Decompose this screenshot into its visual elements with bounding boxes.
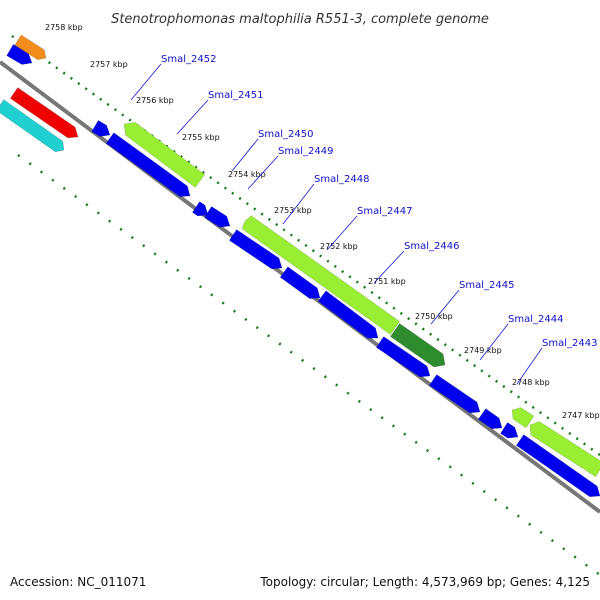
forward-gene-arrow xyxy=(241,215,400,335)
gene-label-leader xyxy=(326,215,358,251)
tick-label: 2757 kbp xyxy=(90,60,128,69)
gene-label-leader xyxy=(247,155,279,190)
reverse-gene-arrow xyxy=(279,266,321,299)
gene-label: Smal_2447 xyxy=(357,206,412,217)
tick-label: 2749 kbp xyxy=(464,346,502,355)
forward-gene-arrow xyxy=(511,407,535,429)
gene-label: Smal_2452 xyxy=(161,54,216,65)
reverse-gene-arrow xyxy=(317,290,379,339)
tick-label: 2751 kbp xyxy=(368,277,406,286)
orange-feature-arrow xyxy=(14,34,47,61)
red-feature-arrow xyxy=(9,87,79,139)
reverse-gene-arrow xyxy=(204,206,231,228)
accession-text: Accession: NC_011071 xyxy=(10,575,146,589)
tick-label: 2752 kbp xyxy=(320,242,358,251)
tick-label: 2747 kbp xyxy=(562,411,600,420)
reverse-gene-arrow xyxy=(6,44,33,65)
tick-label: 2753 kbp xyxy=(274,206,312,215)
forward-gene-arrow xyxy=(123,122,206,188)
gene-label: Smal_2446 xyxy=(404,241,459,252)
reverse-gene-arrow xyxy=(105,132,191,197)
tick-label: 2750 kbp xyxy=(415,312,453,321)
reverse-gene-arrow xyxy=(428,374,481,414)
gene-label-leader xyxy=(430,289,460,325)
gene-label: Smal_2444 xyxy=(508,314,563,325)
gene-label: Smal_2443 xyxy=(542,338,597,349)
forward-gene-arrow xyxy=(390,323,446,368)
gene-label-leader xyxy=(130,63,162,101)
gene-label-leader xyxy=(373,250,405,284)
gene-label-leader xyxy=(231,138,259,172)
gene-label-leader xyxy=(176,99,209,135)
reverse-gene-arrow xyxy=(91,120,111,137)
forward-gene-arrow xyxy=(529,421,600,478)
genome-map: 2758 kbp 2757 kbp 2756 kbp 2755 kbp 2754 kbp… xyxy=(0,23,600,577)
topology-text: Topology: circular; Length: 4,573,969 bp… xyxy=(259,575,590,589)
map-title: Stenotrophomonas maltophilia R551-3, com… xyxy=(111,12,489,27)
reverse-gene-arrow xyxy=(500,422,519,439)
reverse-gene-arrow xyxy=(515,434,600,497)
reverse-gene-arrow xyxy=(192,201,209,217)
tick-label: 2758 kbp xyxy=(45,23,83,32)
tick-label: 2755 kbp xyxy=(182,133,220,142)
tick-ring-outer xyxy=(11,34,600,457)
cyan-feature-arrow xyxy=(0,99,65,153)
gene-label: Smal_2445 xyxy=(459,280,514,291)
reverse-gene-arrow xyxy=(477,408,503,429)
tick-label: 2748 kbp xyxy=(512,378,550,387)
gene-label: Smal_2450 xyxy=(258,129,313,140)
gene-label: Smal_2451 xyxy=(208,90,263,101)
gene-label-leader xyxy=(516,347,543,385)
reverse-gene-arrow xyxy=(229,229,283,270)
tick-ring-inner xyxy=(17,153,600,577)
tick-label: 2756 kbp xyxy=(136,96,174,105)
gene-label: Smal_2448 xyxy=(314,174,369,185)
reverse-gene-arrow xyxy=(375,336,431,378)
tick-label: 2754 kbp xyxy=(228,170,266,179)
gene-label-leader xyxy=(282,183,315,225)
gene-label: Smal_2449 xyxy=(278,146,333,157)
gene-label-leader xyxy=(479,323,509,361)
